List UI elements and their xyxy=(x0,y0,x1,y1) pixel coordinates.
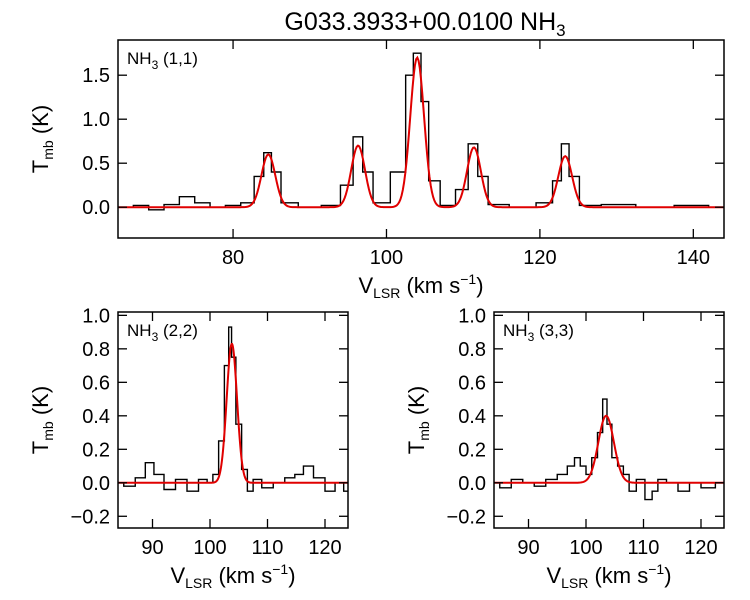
y-tick-label: 0.8 xyxy=(458,339,486,361)
y-tick-label: 1.0 xyxy=(82,305,110,327)
y-tick-label: 0.0 xyxy=(82,197,110,219)
y-tick-label: −0.2 xyxy=(71,506,110,528)
transition-label: NH3 (1,1) xyxy=(127,49,198,72)
transition-label-main: NH xyxy=(127,321,152,340)
y-axis-label-sub: mb xyxy=(40,140,56,160)
x-axis-label-sub: LSR xyxy=(373,285,400,301)
y-tick-label: 0.0 xyxy=(82,473,110,495)
x-tick-label: 120 xyxy=(308,537,341,559)
x-tick-label: 120 xyxy=(684,537,717,559)
x-tick-label: 90 xyxy=(141,537,163,559)
x-axis-label-close: ) xyxy=(476,273,483,298)
fit-curve-line xyxy=(494,414,724,484)
x-tick-label: 100 xyxy=(370,247,403,269)
x-axis-label: VLSR (km s−1) xyxy=(170,561,295,591)
transition-label: NH3 (2,2) xyxy=(127,321,198,344)
y-tick-label: 0.0 xyxy=(458,473,486,495)
transition-label-sub: 3 xyxy=(528,330,535,344)
observed-spectrum-line xyxy=(118,326,348,492)
panel-top: 80 100 120 140 0.0 0.5 1.0 1.5 NH3 (1,1) VLSR (km… xyxy=(28,39,725,301)
transition-label-main: NH xyxy=(127,49,152,68)
transition-label-rest: (3,3) xyxy=(534,321,574,340)
x-tick-label: 120 xyxy=(523,247,556,269)
x-axis-label-sub: LSR xyxy=(561,575,588,591)
x-axis-label-sup: −1 xyxy=(648,561,664,577)
observed-spectrum-line xyxy=(494,398,724,501)
transition-label-rest: (1,1) xyxy=(158,49,198,68)
x-tick-label: 100 xyxy=(569,537,602,559)
y-tick-label: −0.2 xyxy=(447,506,486,528)
axes-frame xyxy=(117,39,725,239)
y-tick-label: 0.8 xyxy=(82,339,110,361)
x-axis-label-sup: −1 xyxy=(460,271,476,287)
fit-curve-line xyxy=(118,55,724,209)
x-axis-label: VLSR (km s−1) xyxy=(546,561,671,591)
axes-frame xyxy=(493,311,725,529)
x-axis-label-main: V xyxy=(170,563,185,588)
x-tick-label: 80 xyxy=(222,247,244,269)
y-axis-label-main: T xyxy=(28,160,53,173)
y-axis-label-rest: (K) xyxy=(404,386,429,421)
chart-title: G033.3933+00.0100 NH3 xyxy=(284,8,565,40)
x-axis-label-rest: (km s xyxy=(212,563,272,588)
transition-label-sub: 3 xyxy=(152,330,159,344)
y-tick-label: 1.0 xyxy=(458,305,486,327)
x-axis-label-rest: (km s xyxy=(400,273,460,298)
y-axis-label-main: T xyxy=(404,441,429,454)
y-tick-label: 0.2 xyxy=(82,439,110,461)
axes-frame xyxy=(117,311,349,529)
chart-title-main: G033.3933+00.0100 NH xyxy=(284,8,556,36)
y-axis-label: Tmb (K) xyxy=(28,386,56,454)
x-axis-label-close: ) xyxy=(664,563,671,588)
x-tick-label: 140 xyxy=(677,247,710,269)
y-tick-label: 0.6 xyxy=(82,372,110,394)
y-axis-label: Tmb (K) xyxy=(28,105,56,173)
y-axis-label-rest: (K) xyxy=(28,386,53,421)
x-tick-label: 110 xyxy=(252,537,284,559)
x-axis-label-main: V xyxy=(358,273,373,298)
x-tick-label: 110 xyxy=(628,537,660,559)
y-tick-label: 0.2 xyxy=(458,439,486,461)
x-axis-label-sub: LSR xyxy=(185,575,212,591)
x-axis-label-rest: (km s xyxy=(588,563,648,588)
panel-bottom-right: 90 100 110 120 −0.2 0.0 0.2 0.4 0.6 0.8 1.0 NH3 (3,… xyxy=(404,305,725,591)
x-tick-label: 90 xyxy=(517,537,539,559)
transition-label-sub: 3 xyxy=(152,58,159,72)
y-axis-label-sub: mb xyxy=(416,421,432,441)
chart-title-sub: 3 xyxy=(556,21,565,40)
y-axis-label-rest: (K) xyxy=(28,105,53,140)
y-axis-label-sub: mb xyxy=(40,421,56,441)
x-tick-label: 100 xyxy=(193,537,226,559)
y-tick-label: 0.4 xyxy=(82,406,110,428)
x-axis-label-main: V xyxy=(546,563,561,588)
transition-label-main: NH xyxy=(503,321,528,340)
x-axis-label-sup: −1 xyxy=(272,561,288,577)
y-tick-label: 0.4 xyxy=(458,406,486,428)
y-axis-label-main: T xyxy=(28,441,53,454)
x-axis-label-close: ) xyxy=(288,563,295,588)
x-axis-label: VLSR (km s−1) xyxy=(358,271,483,301)
y-axis-label: Tmb (K) xyxy=(404,386,432,454)
y-tick-label: 1.0 xyxy=(82,109,110,131)
panel-bottom-left: 90 100 110 120 −0.2 0.0 0.2 0.4 0.6 0.8 1.0 NH3 (2,… xyxy=(28,305,349,591)
y-tick-label: 0.5 xyxy=(82,153,110,175)
y-tick-label: 0.6 xyxy=(458,372,486,394)
y-tick-label: 1.5 xyxy=(82,65,110,87)
transition-label-rest: (2,2) xyxy=(158,321,198,340)
fit-curve-line xyxy=(118,342,348,484)
transition-label: NH3 (3,3) xyxy=(503,321,574,344)
